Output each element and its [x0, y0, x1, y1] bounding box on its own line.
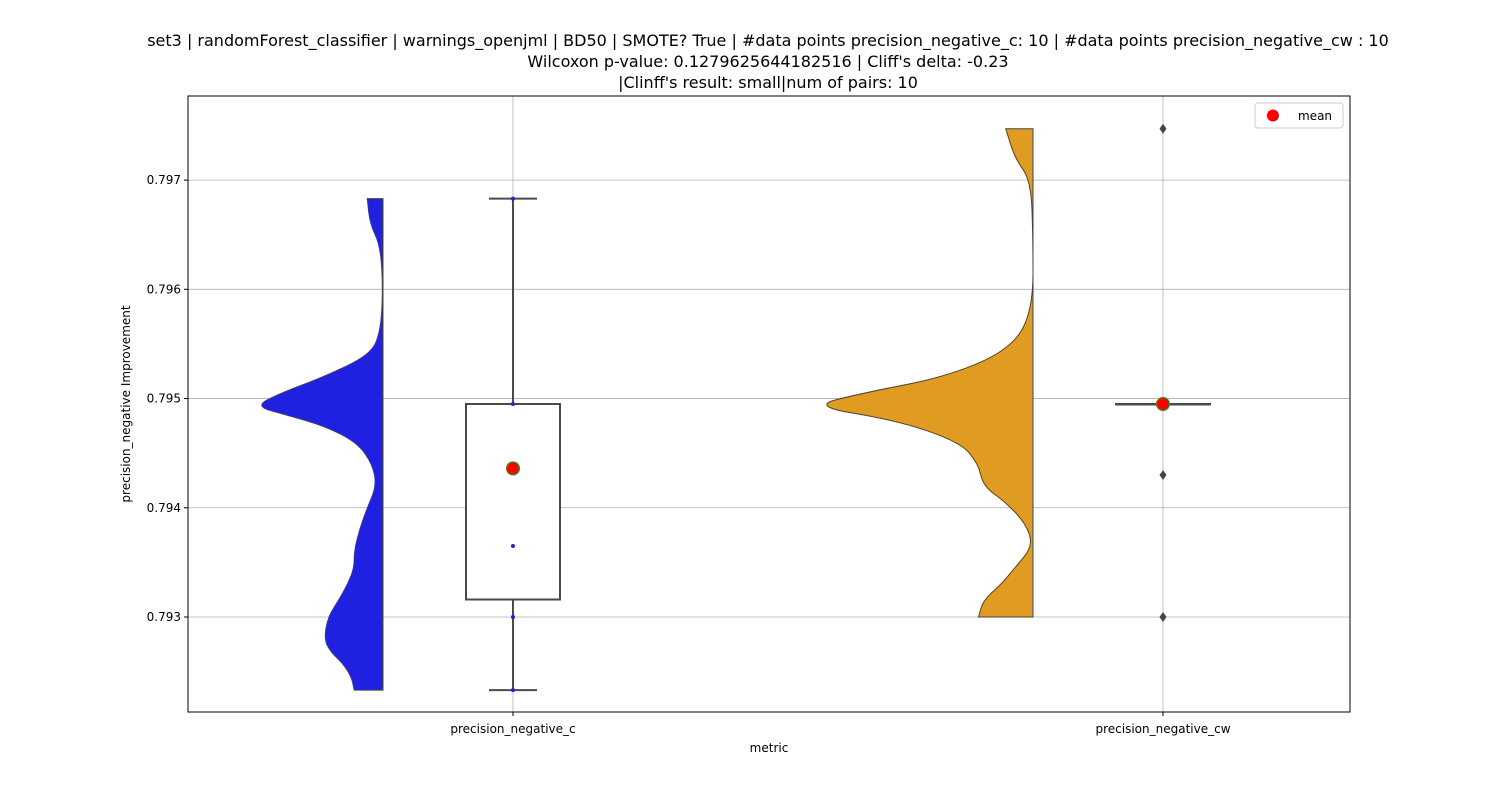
outlier-point — [1159, 123, 1167, 134]
data-point — [511, 543, 515, 548]
box-precision_negative_c — [465, 403, 561, 601]
x-tick-label: precision_negative_cw — [1095, 722, 1230, 736]
violin-precision_negative_cw — [826, 128, 1034, 618]
violin-precision_negative_c — [261, 198, 384, 691]
title-line-3: |Clinff's result: small|num of pairs: 10 — [618, 73, 918, 92]
legend: mean — [1254, 102, 1344, 129]
y-axis-label: precision_negative Improvement — [119, 305, 133, 502]
outlier-point — [1159, 469, 1167, 480]
y-tick-label: 0.797 — [147, 173, 181, 187]
boxplots — [465, 123, 1211, 693]
mean-marker-precision_negative_c — [505, 461, 521, 476]
y-tick-label: 0.796 — [147, 282, 181, 296]
x-axis-label: metric — [750, 741, 789, 755]
y-tick-label: 0.794 — [147, 501, 181, 515]
violins — [261, 128, 1034, 691]
title-line-2: Wilcoxon p-value: 0.1279625644182516 | C… — [527, 52, 1008, 71]
data-point — [511, 614, 515, 619]
y-tick-label: 0.795 — [147, 392, 181, 406]
mean-marker-precision_negative_cw — [1155, 396, 1171, 412]
x-tick-label: precision_negative_c — [450, 722, 575, 736]
plot-frame — [187, 95, 1351, 713]
y-tick-label: 0.793 — [147, 610, 181, 624]
data-point — [511, 688, 515, 693]
chart-title: set3 | randomForest_classifier | warning… — [147, 31, 1389, 92]
outlier-point — [1159, 611, 1167, 622]
title-line-1: set3 | randomForest_classifier | warning… — [147, 31, 1389, 51]
legend-box — [1254, 102, 1344, 129]
legend-mean-marker — [1267, 109, 1279, 122]
legend-entry-mean: mean — [1298, 109, 1332, 123]
data-point — [511, 196, 515, 201]
data-point — [511, 402, 515, 406]
axis-ticks: 0.793 0.794 0.795 0.796 0.797 precision_negat… — [147, 173, 1231, 736]
